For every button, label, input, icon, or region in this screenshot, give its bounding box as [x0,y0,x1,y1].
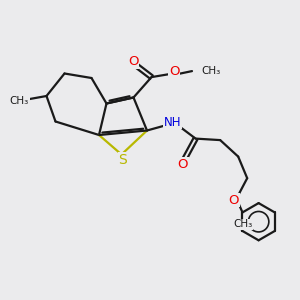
Text: O: O [229,194,239,207]
Text: CH₃: CH₃ [233,219,253,230]
Text: CH₃: CH₃ [10,95,29,106]
Text: O: O [178,158,188,171]
Text: S: S [118,153,127,167]
Text: CH₃: CH₃ [202,65,221,76]
Text: O: O [169,64,179,78]
Text: NH: NH [164,116,181,129]
Text: O: O [128,55,139,68]
